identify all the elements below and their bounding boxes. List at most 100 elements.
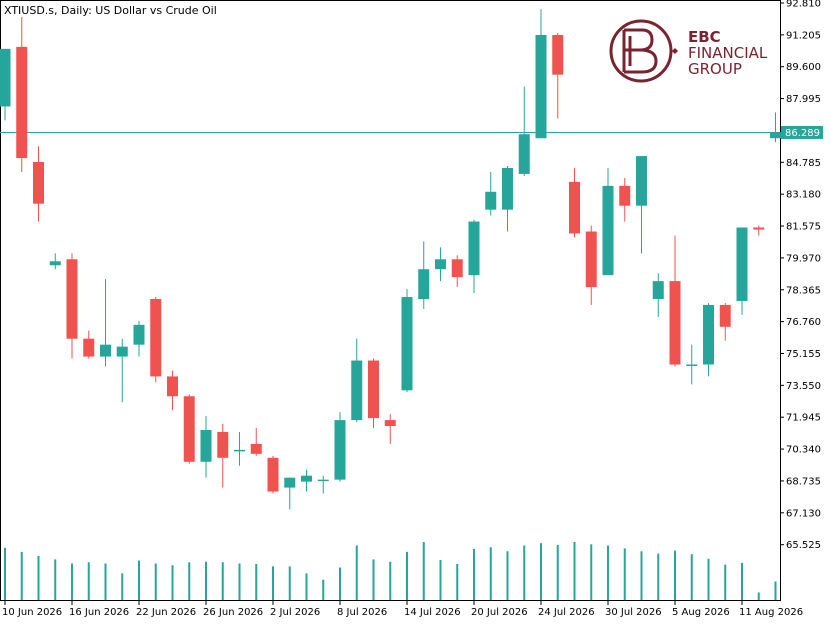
volume-bar xyxy=(255,564,258,600)
candle-body xyxy=(150,298,162,377)
volume-bar xyxy=(355,545,358,600)
candle xyxy=(49,253,61,270)
candle xyxy=(502,165,513,232)
volume-bar xyxy=(573,542,576,600)
candle-body xyxy=(267,457,279,492)
volume-bar xyxy=(540,543,542,600)
candle-body xyxy=(636,156,647,206)
candles xyxy=(0,9,781,510)
candle-body xyxy=(719,304,731,327)
candle-body xyxy=(351,360,363,421)
candle-body xyxy=(334,420,346,480)
candle-body xyxy=(619,185,631,206)
volume-bar xyxy=(724,564,727,600)
price-tick-label: 91.205 xyxy=(786,30,821,41)
candle xyxy=(334,412,346,482)
chart-title: XTIUSD.s, Daily: US Dollar vs Crude Oil xyxy=(4,4,217,17)
volume-bar xyxy=(757,592,760,600)
volume-bar xyxy=(489,547,492,600)
candle-body xyxy=(317,479,329,482)
candle-body xyxy=(234,449,245,452)
candle xyxy=(183,394,195,464)
price-tick-label: 84.785 xyxy=(786,158,821,169)
candle-body xyxy=(49,261,61,266)
candle xyxy=(686,344,698,385)
volume-bar xyxy=(657,553,660,600)
candle xyxy=(552,32,564,119)
ebc-logo: EBC FINANCIAL GROUP xyxy=(609,19,768,83)
volume-bar xyxy=(623,548,626,600)
volume-bar xyxy=(121,573,124,600)
volume-bar xyxy=(523,545,526,600)
candle xyxy=(100,279,111,367)
candle-body xyxy=(552,34,564,75)
volume-bar xyxy=(288,566,291,600)
candle-body xyxy=(502,167,513,210)
candle xyxy=(83,330,95,359)
time-tick-label: 16 Jun 2026 xyxy=(69,607,129,618)
candle-body xyxy=(418,269,430,299)
volume-bar xyxy=(473,548,475,600)
candle-body xyxy=(368,360,379,419)
volume-bar xyxy=(171,565,174,600)
logo-circle-mark xyxy=(609,19,673,83)
candle xyxy=(703,302,714,377)
volume-bar xyxy=(741,562,743,600)
candle xyxy=(485,171,497,216)
candle xyxy=(234,432,245,466)
candle-body xyxy=(133,324,145,345)
volume-bar xyxy=(20,551,23,600)
candle xyxy=(535,9,547,139)
logo-letter-mark xyxy=(622,28,658,74)
candle xyxy=(468,219,480,294)
price-tick-label: 65.525 xyxy=(786,540,821,551)
volume-bar xyxy=(372,559,375,600)
volume-bar xyxy=(607,545,609,600)
volume-bar xyxy=(87,562,90,600)
candle-body xyxy=(301,475,312,482)
volume-bar xyxy=(406,551,408,600)
candle xyxy=(16,17,28,172)
current-price-label: 86.289 xyxy=(785,128,820,139)
candle-body xyxy=(435,259,446,270)
candle xyxy=(602,167,614,276)
candle xyxy=(317,475,329,494)
price-tick-label: 87.995 xyxy=(786,94,821,105)
candle xyxy=(736,227,748,315)
price-axis[interactable]: 92.81091.20589.60087.99586.39084.78583.1… xyxy=(780,0,821,551)
time-tick-label: 5 Aug 2026 xyxy=(672,607,730,618)
volume-bar xyxy=(104,563,107,600)
candle-body xyxy=(770,132,781,139)
volume-bar xyxy=(154,563,157,600)
volume-bar xyxy=(305,573,308,600)
volume-bar xyxy=(339,567,341,600)
candle-body xyxy=(451,259,463,278)
candle-body xyxy=(535,34,547,139)
candle xyxy=(669,235,681,367)
volume-bar xyxy=(4,547,6,600)
price-tick-label: 70.340 xyxy=(786,445,821,456)
time-axis[interactable]: 10 Jun 2026 16 Jun 2026 22 Jun 2026 26 Jun … xyxy=(2,600,803,618)
time-tick-label: 2 Jul 2026 xyxy=(270,607,320,618)
volume-bar xyxy=(556,544,559,600)
time-tick-label: 24 Jul 2026 xyxy=(538,607,595,618)
volume-bar xyxy=(188,562,191,600)
candle-body xyxy=(585,231,597,288)
candle-body xyxy=(736,227,748,301)
candle-body xyxy=(602,185,614,276)
volume-bar xyxy=(422,542,425,600)
volume-bars xyxy=(4,542,777,600)
candle-body xyxy=(0,48,11,107)
candle xyxy=(167,370,178,411)
price-tick-label: 89.600 xyxy=(786,62,821,73)
candle-body xyxy=(384,420,396,427)
logo-line-ebc: EBC xyxy=(688,28,721,46)
candle-body xyxy=(100,344,111,357)
time-tick-label: 20 Jul 2026 xyxy=(471,607,528,618)
candle xyxy=(301,469,312,492)
candle-body xyxy=(116,346,128,357)
candle xyxy=(652,273,664,317)
candle xyxy=(753,225,765,236)
logo-line-financial: FINANCIAL xyxy=(688,44,768,62)
